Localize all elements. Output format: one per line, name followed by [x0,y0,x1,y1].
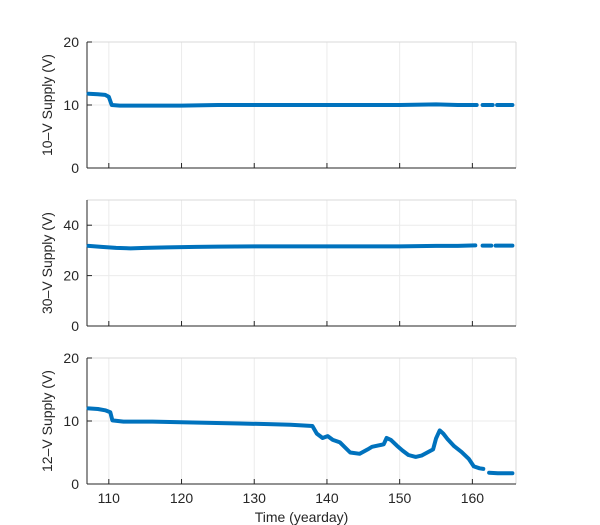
y-tick-label: 20 [63,350,79,366]
y-tick-label: 10 [63,413,79,429]
subplot-2: 0 20 40 30–V Supply (V) [39,199,517,334]
y-axis-label: 30–V Supply (V) [39,212,55,314]
y-tick-label: 0 [71,160,79,176]
y-tick-label: 20 [63,268,79,284]
y-tick-label: 10 [63,97,79,113]
y-tick-label: 0 [71,476,79,492]
x-axis-label: Time (yearday) [255,509,349,525]
x-tick-label: 150 [388,490,412,506]
y-tick-label: 20 [63,34,79,50]
series-line-segment [86,91,479,108]
y-tick-label: 0 [71,318,79,334]
x-tick-label: 130 [243,490,267,506]
x-tick-label: 120 [170,490,194,506]
x-tick-label: 160 [461,490,485,506]
y-axis-label: 10–V Supply (V) [39,54,55,156]
x-tick-label: 140 [315,490,339,506]
x-tick-label: 110 [98,490,121,506]
series-line-segment [86,406,486,471]
subplot-3: 0 10 20 110 120 130 140 150 160 12–V Supply (V) Ti… [39,350,517,525]
y-axis-label: 12–V Supply (V) [39,370,55,472]
subplot-1: 0 10 20 10–V Supply (V) [39,34,517,176]
series-line-segment [86,243,478,251]
y-tick-label: 40 [63,217,79,233]
series-line-segment [487,470,515,476]
